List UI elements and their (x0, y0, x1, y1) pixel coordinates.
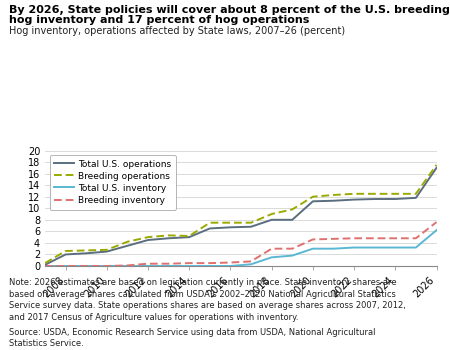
Legend: Total U.S. operations, Breeding operations, Total U.S. inventory, Breeding inven: Total U.S. operations, Breeding operatio… (50, 155, 176, 210)
Text: Service survey data. State operations shares are based on average shares across : Service survey data. State operations sh… (9, 301, 406, 310)
Text: By 2026, State policies will cover about 8 percent of the U.S. breeding: By 2026, State policies will cover about… (9, 5, 450, 15)
Text: Note: 2026 estimates are based on legislation currently in place. State inventor: Note: 2026 estimates are based on legisl… (9, 278, 396, 287)
Text: Source: USDA, Economic Research Service using data from USDA, National Agricultu: Source: USDA, Economic Research Service … (9, 328, 375, 337)
Text: and 2017 Census of Agriculture values for operations with inventory.: and 2017 Census of Agriculture values fo… (9, 313, 298, 322)
Text: Statistics Service.: Statistics Service. (9, 340, 84, 349)
Text: based on average shares calculated from USDA’s 2002–2020 National Agricultural S: based on average shares calculated from … (9, 290, 396, 299)
Text: hog inventory and 17 percent of hog operations: hog inventory and 17 percent of hog oper… (9, 15, 310, 25)
Text: Hog inventory, operations affected by State laws, 2007–26 (percent): Hog inventory, operations affected by St… (9, 26, 345, 36)
